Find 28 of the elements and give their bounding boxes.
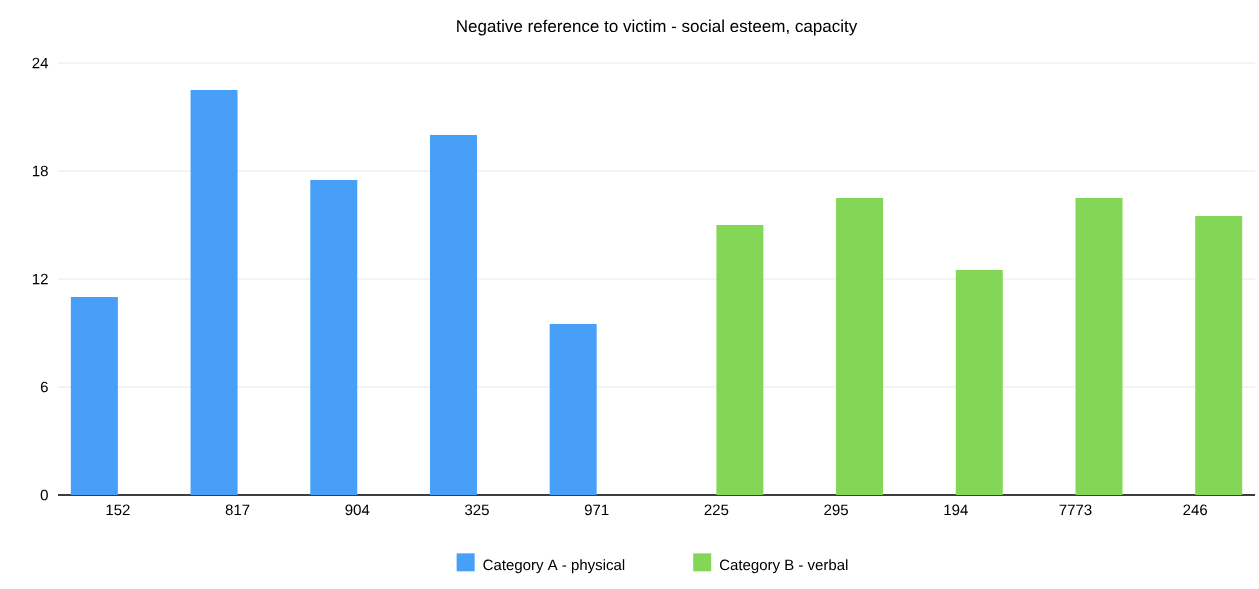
x-tick-label: 325 [465, 504, 489, 516]
x-tick-label: 246 [1183, 504, 1208, 516]
bar [955, 269, 1003, 495]
bar [1195, 215, 1243, 495]
legend-label: Category B - verbal [719, 559, 848, 574]
x-tick-label: 194 [944, 504, 968, 516]
bar [190, 89, 238, 495]
bar [1075, 197, 1123, 495]
x-tick-label: 971 [584, 504, 609, 516]
x-tick-label: 7773 [1059, 504, 1092, 516]
y-tick-label: 0 [40, 489, 48, 501]
bar [310, 179, 358, 495]
y-tick-label: 6 [40, 381, 48, 393]
x-tick-label: 817 [225, 504, 250, 516]
x-tick-label: 295 [824, 504, 848, 516]
legend-label: Category A - physical [483, 559, 625, 574]
bar [70, 296, 118, 495]
bar [429, 134, 477, 495]
x-tick-label: 904 [345, 504, 370, 516]
bar [836, 197, 884, 495]
chart-title: Negative reference to victim - social esteem, capacity [457, 19, 858, 36]
y-tick-label: 24 [32, 57, 49, 69]
y-tick-label: 18 [32, 165, 48, 177]
x-tick-label: 152 [106, 504, 130, 516]
bar [549, 323, 597, 495]
y-tick-label: 12 [32, 273, 48, 285]
bar [716, 224, 764, 495]
x-tick-label: 225 [704, 504, 729, 516]
